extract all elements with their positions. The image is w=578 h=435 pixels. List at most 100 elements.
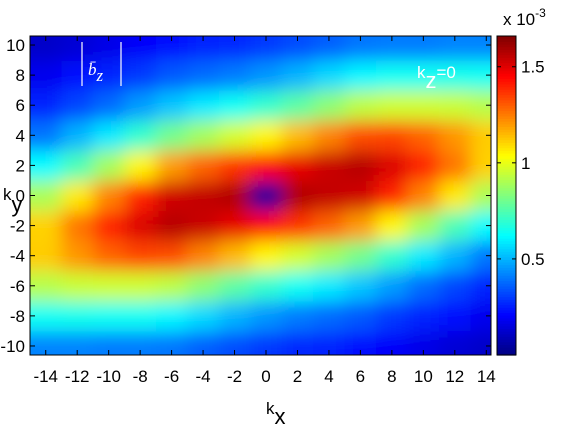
y-tick-label: 10 xyxy=(6,36,25,55)
colorbar-strip xyxy=(497,160,516,165)
heat-cell xyxy=(61,240,94,272)
annotation-rest: =0 xyxy=(437,63,456,82)
heat-cell xyxy=(376,150,409,181)
colorbar-strip xyxy=(497,65,516,69)
colorbar-strip xyxy=(497,152,516,157)
heat-cell xyxy=(407,270,440,302)
colorbar-strip xyxy=(497,147,516,151)
colorbar-strip xyxy=(497,54,516,58)
colorbar-strip xyxy=(497,299,516,303)
colorbar-strip xyxy=(497,214,516,218)
colorbar-strip xyxy=(497,142,516,146)
colorbar-strip xyxy=(497,323,516,327)
heat-cell xyxy=(124,60,157,91)
colorbar-strip xyxy=(497,131,516,135)
heat-cell xyxy=(92,120,125,151)
heat-cell xyxy=(30,240,62,272)
heat-cell xyxy=(30,180,62,212)
heat-cell xyxy=(155,60,188,91)
colorbar-strip xyxy=(497,285,516,290)
heat-cell xyxy=(281,270,314,302)
heat-cell xyxy=(344,90,377,121)
heat-cell xyxy=(439,210,472,242)
heat-cell xyxy=(344,180,377,212)
heat-cell xyxy=(439,270,472,302)
colorbar-strip xyxy=(497,269,516,274)
colorbar-strip xyxy=(497,192,516,197)
colorbar-strip xyxy=(497,246,516,250)
heat-cell xyxy=(92,210,125,242)
heat-cell xyxy=(250,150,283,181)
colorbar-strip xyxy=(497,238,516,242)
heat-cell xyxy=(30,90,62,121)
colorbar-strip xyxy=(497,243,516,247)
heat-cell xyxy=(376,120,409,151)
colorbar-strip xyxy=(497,277,516,282)
colorbar-strip xyxy=(497,57,516,61)
colorbar-strip xyxy=(497,325,516,330)
colorbar-strip xyxy=(497,304,516,308)
colorbar-strip xyxy=(497,75,516,80)
heat-cell xyxy=(187,300,220,332)
colorbar-strip xyxy=(497,171,516,175)
heat-cell xyxy=(250,300,283,332)
colorbar-strip xyxy=(497,227,516,231)
heat-cell xyxy=(250,120,283,151)
heat-cell xyxy=(92,90,125,121)
heat-cell xyxy=(155,300,188,332)
colorbar-strip xyxy=(497,110,516,114)
x-tick-label: 4 xyxy=(324,367,333,386)
heat-cell xyxy=(470,36,491,61)
colorbar-strip xyxy=(497,158,516,162)
heat-cell xyxy=(218,90,251,121)
heat-cell xyxy=(124,210,157,242)
colorbar-strip xyxy=(497,113,516,117)
x-tick-label: 2 xyxy=(293,367,302,386)
colorbar-strip xyxy=(497,155,516,159)
heat-cell xyxy=(313,120,346,151)
colorbar-strip xyxy=(497,211,516,215)
colorbar-frame xyxy=(496,35,517,356)
colorbar-strip xyxy=(497,283,516,287)
colorbar-strip xyxy=(497,67,516,72)
heat-cell xyxy=(250,180,283,212)
colorbar-strip xyxy=(497,352,516,356)
x-tick-label: 12 xyxy=(445,367,464,386)
colorbar-strip xyxy=(497,166,516,170)
heat-cell xyxy=(218,60,251,91)
colorbar-strip xyxy=(497,203,516,207)
colorbar-strip xyxy=(497,83,516,88)
colorbar-strip xyxy=(497,163,516,167)
heat-cell xyxy=(155,90,188,121)
heat-cell xyxy=(376,210,409,242)
colorbar-strip xyxy=(497,70,516,74)
colorbar-strip xyxy=(497,49,516,53)
annotation: kz=0 xyxy=(417,63,456,93)
colorbar-strip xyxy=(497,150,516,154)
heat-cell xyxy=(61,150,94,181)
heat-cell xyxy=(61,300,94,332)
heat-cell xyxy=(218,240,251,272)
annotation-base: b̄ xyxy=(88,60,97,79)
heat-cell xyxy=(218,210,251,242)
colorbar-scale: x 10-3 xyxy=(503,6,546,29)
heat-cell xyxy=(470,60,491,91)
heat-cell xyxy=(187,90,220,121)
x-label-base: k xyxy=(266,399,275,418)
heat-cell xyxy=(187,120,220,151)
colorbar-strip xyxy=(497,264,516,268)
colorbar-strip xyxy=(497,99,516,104)
colorbar-strip xyxy=(497,251,516,255)
colorbar-strip xyxy=(497,123,516,127)
y-tick-label: 4 xyxy=(16,126,25,145)
heat-cell xyxy=(187,150,220,181)
colorbar-strip xyxy=(497,317,516,322)
colorbar-strip xyxy=(497,176,516,181)
heat-cell xyxy=(344,270,377,302)
heat-cell xyxy=(313,240,346,272)
x-axis-label: kx xyxy=(266,399,286,429)
heat-cell xyxy=(407,300,440,332)
colorbar-scale-exp: -3 xyxy=(535,6,546,20)
heat-cell xyxy=(92,300,125,332)
